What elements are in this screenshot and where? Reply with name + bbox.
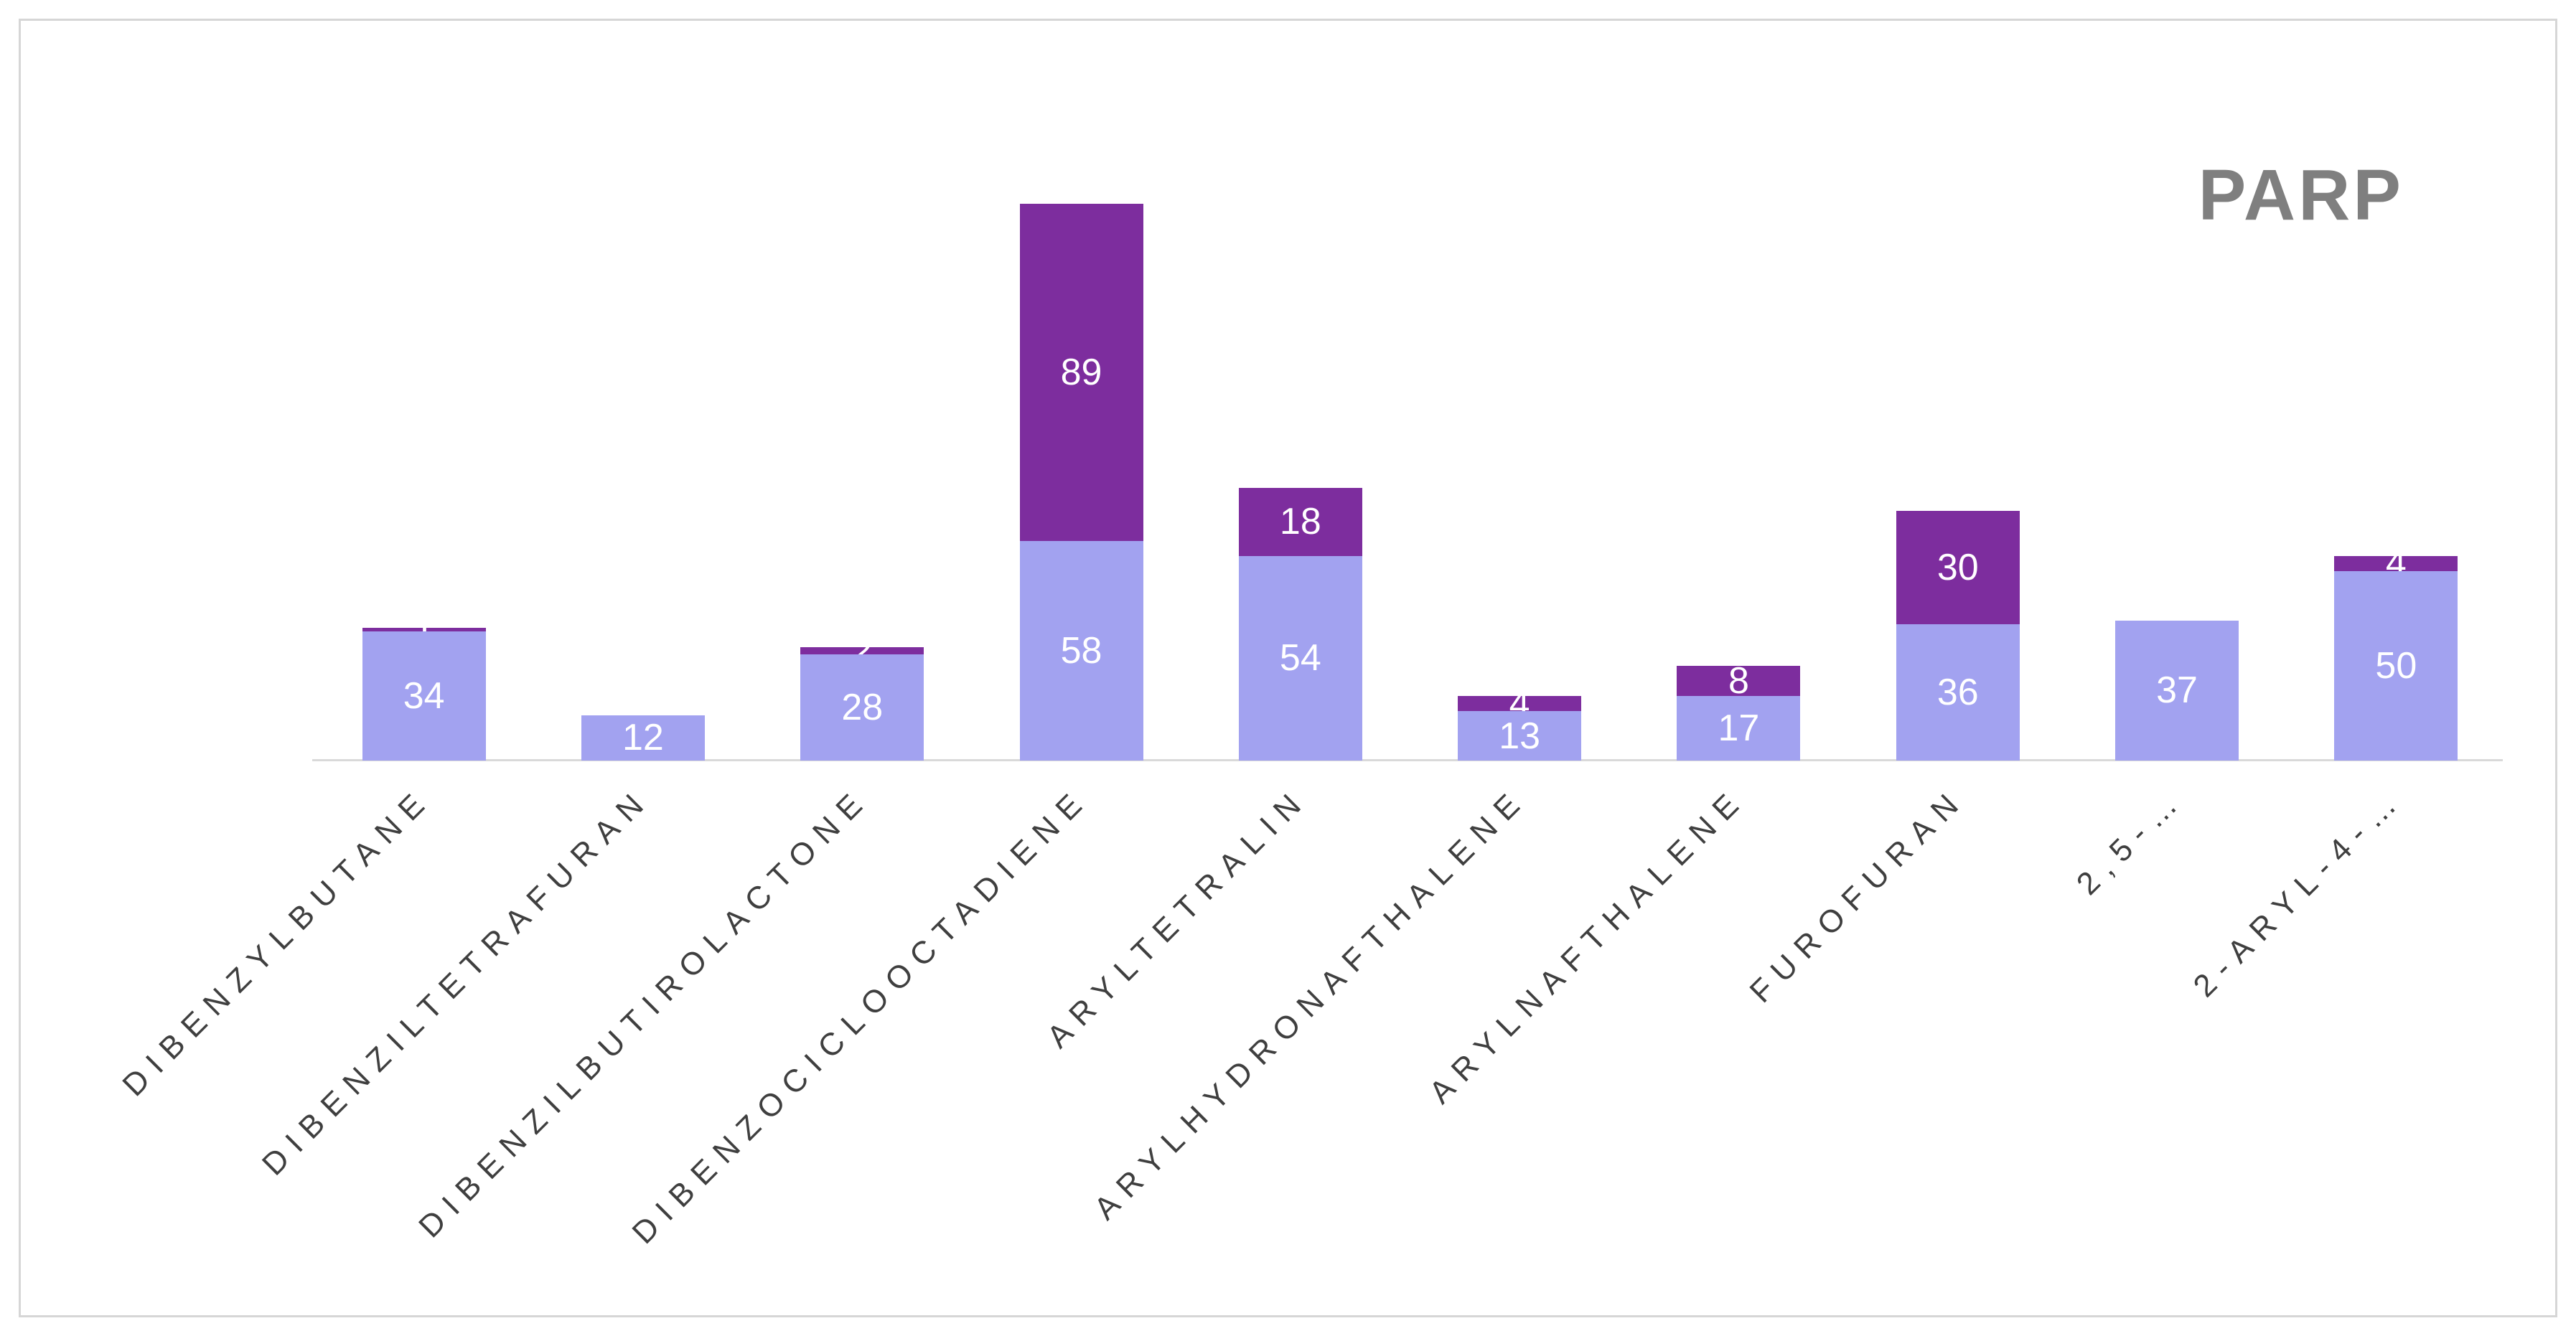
bar-segment-dark: 89 bbox=[1019, 203, 1143, 541]
bar-segment-dark: 18 bbox=[1238, 487, 1362, 556]
category-label-text: ARYLTETRALIN bbox=[1040, 781, 1315, 1055]
bar-segment-dark: 8 bbox=[1677, 662, 1801, 700]
category-label: DIBENZYLBUTANE bbox=[0, 781, 439, 1263]
category-label: 2,5-… bbox=[1710, 781, 2192, 1263]
category-label-text: 2-ARYL-4-… bbox=[2186, 781, 2410, 1005]
bar-segment-dark: 4 bbox=[1458, 685, 1582, 723]
bar-value-label: 54 bbox=[1279, 637, 1321, 679]
x-axis-line bbox=[312, 759, 2503, 761]
bar-segment-light: 58 bbox=[1019, 540, 1143, 761]
category-label: DIBENZILTETRAFURAN bbox=[176, 781, 658, 1263]
bar-value-label: 58 bbox=[1060, 629, 1102, 672]
bar: 89 58 bbox=[1019, 203, 1143, 761]
bar-value-label: 13 bbox=[1499, 715, 1541, 757]
bar-segment-light: 37 bbox=[2115, 620, 2239, 761]
category-label-text: DIBENZILBUTIROLACTONE bbox=[412, 781, 876, 1245]
bar-segment-light: 12 bbox=[581, 715, 705, 761]
bar: 4 13 bbox=[1458, 685, 1582, 761]
bar-segment-light: 28 bbox=[800, 654, 924, 761]
bar-value-label: 30 bbox=[1936, 546, 1979, 588]
bar-segment-light: 34 bbox=[362, 631, 486, 761]
bar-value-label: 17 bbox=[1718, 707, 1760, 750]
bar: 1 34 bbox=[362, 611, 486, 761]
bar: 12 bbox=[581, 715, 705, 761]
bar-segment-light: 54 bbox=[1238, 555, 1362, 761]
bar-value-label: 8 bbox=[1728, 660, 1749, 702]
bar-segment-light: 13 bbox=[1458, 711, 1582, 761]
category-label: DIBENZOCICLOOCTADIENE bbox=[614, 781, 1096, 1263]
bar-value-label: 50 bbox=[2375, 645, 2417, 687]
category-label-text: DIBENZOCICLOOCTADIENE bbox=[625, 781, 1096, 1251]
category-label: ARYLNAFTHALENE bbox=[1271, 781, 1753, 1263]
bar: 30 36 bbox=[1896, 510, 2020, 761]
bar: 4 50 bbox=[2334, 545, 2458, 761]
bar: 18 54 bbox=[1238, 487, 1362, 761]
bar: 37 bbox=[2115, 620, 2239, 761]
bar-segment-dark: 30 bbox=[1896, 510, 2020, 624]
category-label: ARYLHYDRONAFTHALENE bbox=[1052, 781, 1535, 1263]
category-label-text: 2,5-… bbox=[2069, 781, 2191, 902]
category-label-text: DIBENZILTETRAFURAN bbox=[255, 781, 657, 1182]
bar: 2 28 bbox=[800, 632, 924, 761]
chart-title: PARP bbox=[2198, 155, 2404, 235]
bar-value-label: 28 bbox=[841, 687, 884, 729]
category-label: FUROFURAN bbox=[1490, 781, 1972, 1263]
bar-segment-light: 17 bbox=[1677, 696, 1801, 761]
bar-value-label: 89 bbox=[1060, 351, 1102, 393]
category-label-text: FUROFURAN bbox=[1743, 781, 1972, 1010]
category-label: 2-ARYL-4-… bbox=[1929, 781, 2411, 1263]
bar-segment-light: 50 bbox=[2334, 571, 2458, 761]
bar: 8 17 bbox=[1677, 662, 1801, 761]
bar-value-label: 12 bbox=[622, 717, 664, 759]
category-label-text: ARYLHYDRONAFTHALENE bbox=[1087, 781, 1534, 1227]
category-label: ARYLTETRALIN bbox=[833, 781, 1315, 1263]
bar-value-label: 36 bbox=[1936, 671, 1979, 713]
bar-segment-dark: 2 bbox=[800, 632, 924, 669]
bar-value-label: 34 bbox=[403, 675, 445, 718]
category-label: DIBENZILBUTIROLACTONE bbox=[395, 781, 877, 1263]
bar-segment-light: 36 bbox=[1896, 624, 2020, 761]
bar-segment-dark: 4 bbox=[2334, 545, 2458, 582]
bar-value-label: 18 bbox=[1279, 501, 1321, 543]
bar-value-label: 37 bbox=[2156, 669, 2198, 712]
